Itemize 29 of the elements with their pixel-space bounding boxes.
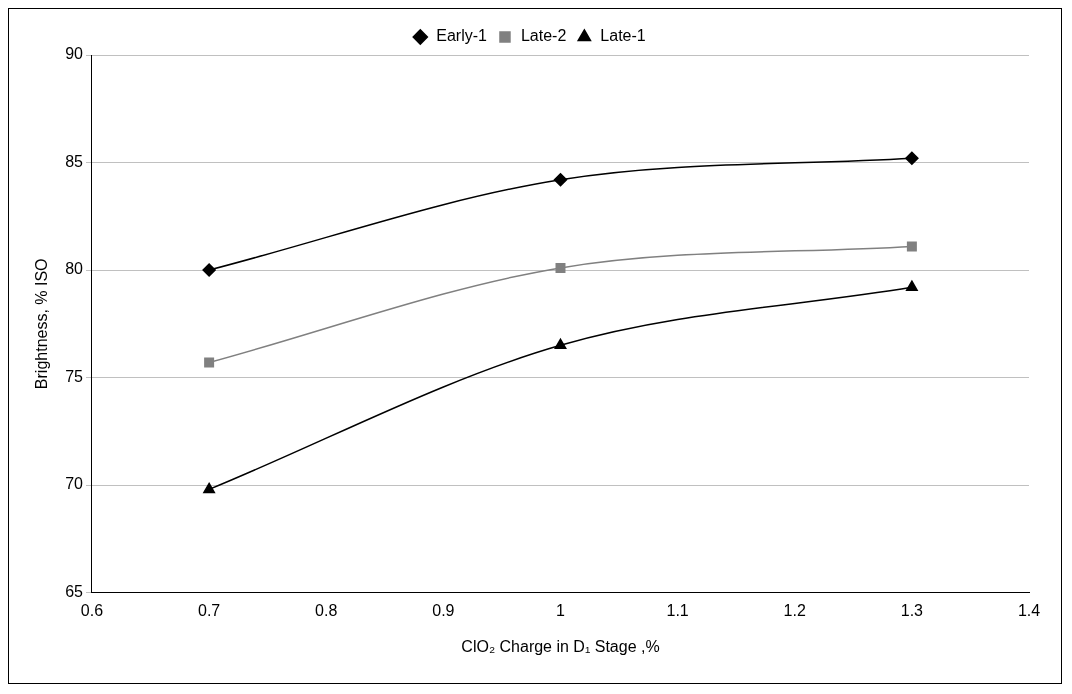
x-axis-title: ClO₂ Charge in D₁ Stage ,%: [461, 637, 660, 655]
y-tick-label: 80: [65, 260, 84, 278]
point: [553, 172, 568, 187]
point: [554, 338, 567, 350]
y-tick-label: 70: [65, 475, 84, 493]
x-tick-label: 0.6: [80, 601, 104, 619]
point: [203, 482, 216, 494]
point: [905, 151, 919, 165]
legend-label: Late-1: [600, 27, 646, 45]
point: [202, 263, 216, 277]
y-tick-label: 65: [65, 583, 84, 601]
y-tick-label: 90: [65, 45, 84, 63]
point: [555, 262, 566, 273]
y-tick-label: 75: [65, 367, 84, 385]
point: [906, 241, 917, 252]
y-axis-title: Brightness, % ISO: [33, 258, 51, 390]
x-tick-label: 1.3: [900, 601, 924, 619]
legend-label: Early-1: [436, 27, 488, 45]
x-tick-label: 0.7: [198, 601, 221, 619]
x-tick-label: 1.1: [666, 601, 689, 619]
legend-label: Late-2: [520, 27, 567, 45]
x-tick-label: 0.9: [432, 601, 455, 619]
x-tick-label: 1.4: [1017, 601, 1041, 619]
x-tick-label: 0.8: [315, 601, 338, 619]
x-tick-label: 1.2: [783, 601, 806, 619]
x-tick-label: 1: [556, 601, 566, 619]
point: [905, 280, 918, 291]
y-tick-label: 85: [65, 152, 84, 170]
point: [204, 357, 215, 368]
